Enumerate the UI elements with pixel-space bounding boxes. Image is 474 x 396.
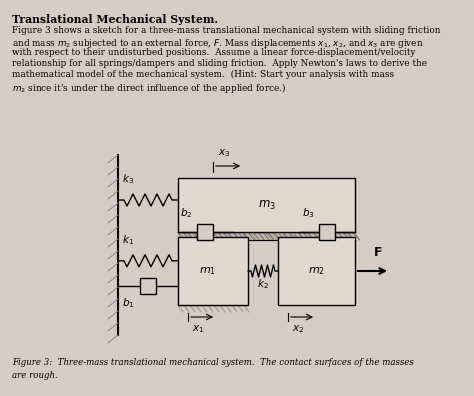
Bar xyxy=(278,237,355,305)
Text: $k_3$: $k_3$ xyxy=(122,172,134,186)
Text: mathematical model of the mechanical system.  (Hint: Start your analysis with ma: mathematical model of the mechanical sys… xyxy=(12,70,394,79)
Text: $m_1$: $m_1$ xyxy=(200,265,217,277)
Text: $\mathbf{F}$: $\mathbf{F}$ xyxy=(373,246,383,259)
Text: $m_2$: $m_2$ xyxy=(308,265,325,277)
Text: $b_3$: $b_3$ xyxy=(302,206,315,220)
Text: $m_2$ since it's under the direct influence of the applied force.): $m_2$ since it's under the direct influe… xyxy=(12,81,286,95)
Text: Translational Mechanical System.: Translational Mechanical System. xyxy=(12,14,218,25)
Bar xyxy=(178,178,355,232)
Bar xyxy=(198,224,213,240)
Text: with respect to their undisturbed positions.  Assume a linear force-displacement: with respect to their undisturbed positi… xyxy=(12,48,415,57)
Text: and mass $m_2$ subjected to an external force, $F$. Mass displacements $x_1$, $x: and mass $m_2$ subjected to an external … xyxy=(12,37,424,50)
Text: Figure 3 shows a sketch for a three-mass translational mechanical system with sl: Figure 3 shows a sketch for a three-mass… xyxy=(12,26,440,35)
Text: relationship for all springs/dampers and sliding friction.  Apply Newton's laws : relationship for all springs/dampers and… xyxy=(12,59,427,68)
Text: $b_2$: $b_2$ xyxy=(180,206,192,220)
Text: $b_1$: $b_1$ xyxy=(122,296,135,310)
Text: Figure 3:  Three-mass translational mechanical system.  The contact surfaces of : Figure 3: Three-mass translational mecha… xyxy=(12,358,414,379)
Text: $x_2$: $x_2$ xyxy=(292,323,304,335)
Bar xyxy=(140,278,156,294)
Text: $m_3$: $m_3$ xyxy=(257,198,275,211)
Text: $k_2$: $k_2$ xyxy=(257,277,269,291)
Text: $x_3$: $x_3$ xyxy=(218,147,230,159)
Bar xyxy=(178,237,248,305)
Bar xyxy=(319,224,336,240)
Text: $k_1$: $k_1$ xyxy=(122,233,134,247)
Text: $x_1$: $x_1$ xyxy=(192,323,204,335)
